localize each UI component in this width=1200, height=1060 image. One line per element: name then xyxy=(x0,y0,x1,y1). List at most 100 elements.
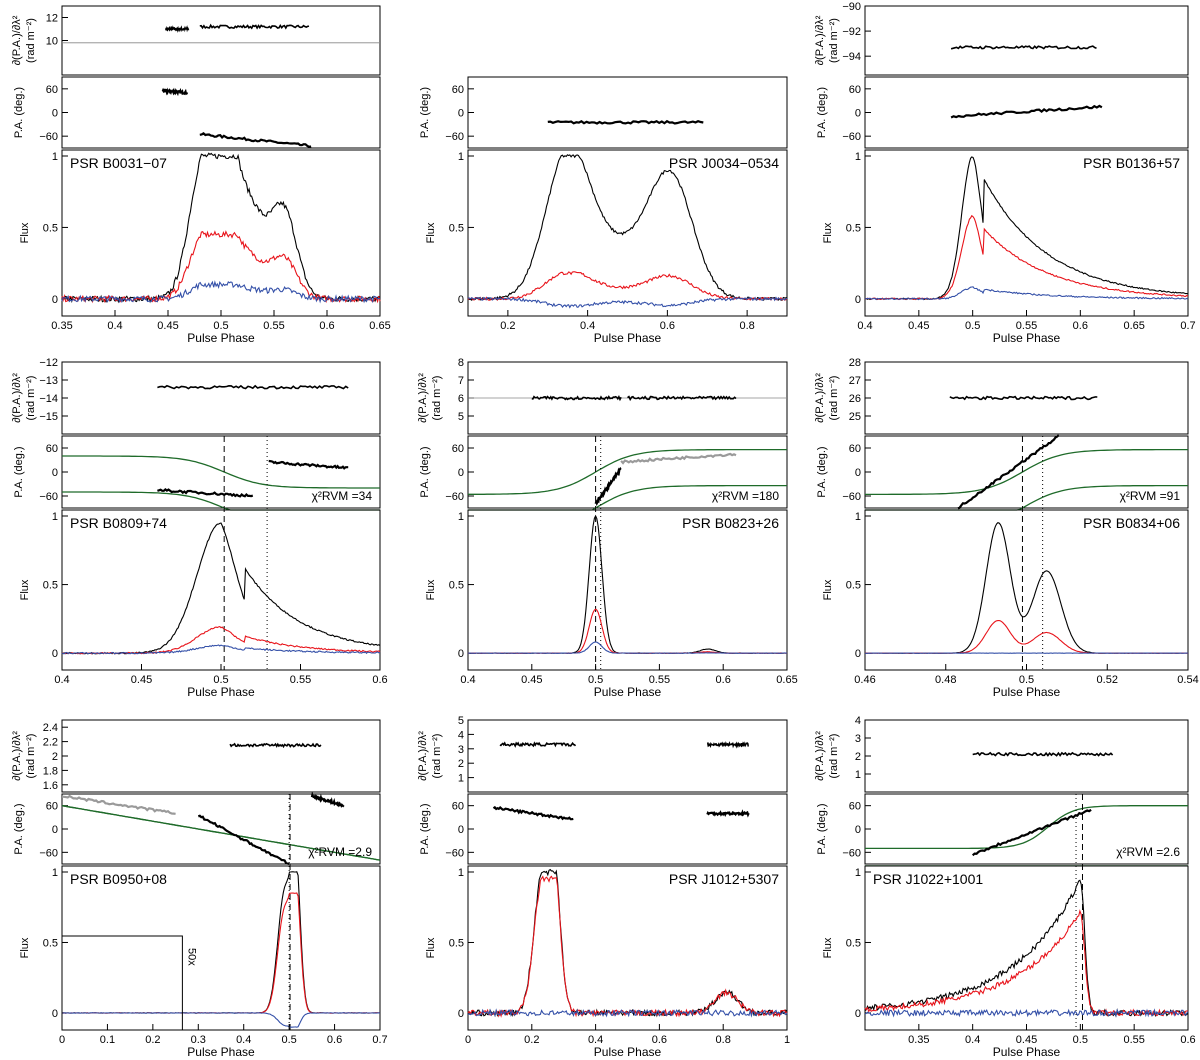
flux-axis-label: Flux xyxy=(425,579,437,600)
flux-frame xyxy=(467,509,788,671)
pa-axis-label: P.A. (deg.) xyxy=(419,87,431,138)
pa-tick-label: 0 xyxy=(855,108,861,120)
rm-data-series xyxy=(157,384,349,390)
rvm-fit-curve xyxy=(865,805,1188,850)
circular-polarization-line xyxy=(467,296,788,309)
rm-data-series xyxy=(531,394,622,402)
chi2-rvm-label: χ²RVM =2.9 xyxy=(308,845,372,859)
x-tick-label: 0.4 xyxy=(107,320,122,332)
flux-tick-label: 1 xyxy=(52,867,58,879)
rm-tick-label: 10 xyxy=(46,36,58,48)
pa-tick-label: −60 xyxy=(39,131,58,143)
circular-polarization-line xyxy=(467,641,788,654)
x-tick-label: 0.5 xyxy=(588,674,603,686)
x-tick-label: 0.4 xyxy=(236,1034,251,1046)
rm-axis-label: ∂(P.A.)/∂λ² xyxy=(11,15,23,65)
flux-tick-label: 0 xyxy=(52,294,58,306)
pa-tick-label: 0 xyxy=(855,467,861,479)
rm-axis-label: ∂(P.A.)/∂λ² xyxy=(417,731,429,781)
pulsar-name-label: PSR J0034−0534 xyxy=(669,155,779,171)
x-tick-label: 0.6 xyxy=(660,320,675,332)
flux-frame xyxy=(61,865,381,1031)
pa-tick-label: 0 xyxy=(52,467,58,479)
rvm-fit-curve xyxy=(61,805,381,861)
circular-polarization-line xyxy=(62,1012,381,1028)
pa-data-series xyxy=(268,459,349,470)
pulsar-name-label: PSR B0809+74 xyxy=(70,515,167,531)
flux-tick-label: 0.5 xyxy=(449,580,464,592)
pa-tick-label: −60 xyxy=(445,847,464,859)
pa-tick-label: 60 xyxy=(46,801,58,813)
rm-axis-units: (rad m⁻²) xyxy=(828,376,840,421)
x-tick-label: 0.65 xyxy=(1123,320,1144,332)
panel-psr-j1012+5307: ∂(P.A.)/∂λ² (rad m⁻²) 1 2 3 4 5 P.A. (deg.) 60 0 −… xyxy=(417,715,790,1059)
pa-data-series xyxy=(957,434,1060,510)
flux-tick-label: 1 xyxy=(458,511,464,523)
pa-data-series xyxy=(547,119,704,125)
pa-tick-label: −60 xyxy=(39,491,58,503)
pa-frame xyxy=(467,76,788,149)
flux-frame xyxy=(467,865,788,1031)
rm-tick-label: 28 xyxy=(849,357,861,369)
flux-frame xyxy=(864,149,1189,317)
pa-data-series xyxy=(706,809,750,818)
pa-tick-label: 60 xyxy=(849,443,861,455)
rm-tick-label: 4 xyxy=(855,715,861,727)
flux-tick-label: 1 xyxy=(855,151,861,163)
x-axis-label: Pulse Phase xyxy=(594,685,662,699)
pa-data-series xyxy=(310,791,345,808)
x-tick-label: 0.6 xyxy=(652,1034,667,1046)
rm-tick-label: 5 xyxy=(458,715,464,727)
rm-frame xyxy=(864,5,1189,76)
x-tick-label: 0.6 xyxy=(716,674,731,686)
pa-data-series xyxy=(61,794,176,815)
rm-axis-units: (rad m⁻²) xyxy=(431,734,443,779)
pulsar-name-label: PSR B0823+26 xyxy=(682,515,779,531)
x-tick-label: 0.55 xyxy=(290,674,311,686)
pa-axis-label: P.A. (deg.) xyxy=(816,87,828,138)
linear-polarization-line xyxy=(61,625,381,655)
pulsar-name-label: PSR B0950+08 xyxy=(70,871,167,887)
rm-tick-label: 26 xyxy=(849,393,861,405)
pa-tick-label: 60 xyxy=(46,443,58,455)
rm-frame xyxy=(61,5,381,76)
flux-tick-label: 1 xyxy=(52,151,58,163)
pulsar-name-label: PSR J1012+5307 xyxy=(669,871,779,887)
pulsar-name-label: PSR B0031−07 xyxy=(70,155,167,171)
panel-psr-b0809+74: ∂(P.A.)/∂λ² (rad m⁻²)−12 −13 −14 −15 P.A. (de… xyxy=(11,357,388,699)
rm-tick-label: 2 xyxy=(855,751,861,763)
flux-frame xyxy=(467,149,788,317)
pa-tick-label: 0 xyxy=(52,108,58,120)
rm-tick-label: 25 xyxy=(849,411,861,423)
x-tick-label: 0.4 xyxy=(54,674,69,686)
total-intensity-line xyxy=(467,868,788,1018)
rm-data-series xyxy=(949,395,1098,401)
flux-tick-label: 0 xyxy=(458,294,464,306)
pa-tick-label: −60 xyxy=(842,131,861,143)
flux-tick-label: 0.5 xyxy=(43,580,58,592)
pulsar-name-label: PSR J1022+1001 xyxy=(873,871,983,887)
x-tick-label: 0.5 xyxy=(965,320,980,332)
x-tick-label: 0 xyxy=(59,1034,65,1046)
total-intensity-line xyxy=(864,879,1189,1018)
total-intensity-line xyxy=(467,514,788,654)
x-tick-label: 0 xyxy=(465,1034,471,1046)
rm-data-series xyxy=(972,751,1114,757)
flux-tick-label: 0 xyxy=(52,648,58,660)
rm-tick-label: −90 xyxy=(842,1,861,13)
flux-tick-label: 1 xyxy=(458,151,464,163)
x-tick-label: 0.65 xyxy=(776,674,797,686)
pa-axis-label: P.A. (deg.) xyxy=(816,446,828,497)
pa-data-series xyxy=(197,814,290,866)
x-axis-label: Pulse Phase xyxy=(993,685,1061,699)
flux-tick-label: 0.5 xyxy=(846,222,861,234)
rm-data-series xyxy=(199,23,310,30)
x-axis-label: Pulse Phase xyxy=(993,1045,1061,1059)
x-tick-label: 0.2 xyxy=(524,1034,539,1046)
rm-frame xyxy=(467,719,788,793)
rm-tick-label: 1.6 xyxy=(43,780,58,792)
flux-axis-label: Flux xyxy=(19,222,31,243)
panel-psr-b0834+06: ∂(P.A.)/∂λ² (rad m⁻²) 25 26 27 28 P.A. (deg.) 6… xyxy=(814,357,1199,699)
